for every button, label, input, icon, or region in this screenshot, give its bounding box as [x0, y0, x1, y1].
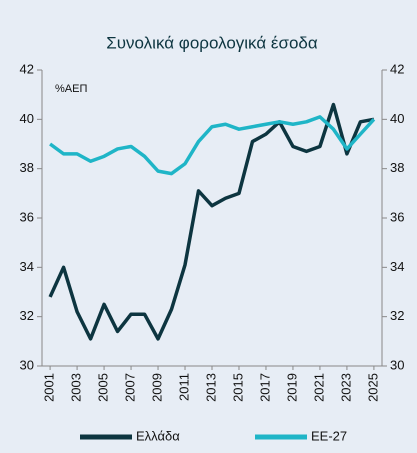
series-line	[48, 102, 375, 341]
y2-tick-label: 34	[390, 259, 404, 274]
x-tick-label: 2003	[69, 373, 84, 402]
y-tick-label: 40	[20, 111, 34, 126]
x-tick-label: 2011	[176, 373, 191, 401]
y-tick-label: 32	[20, 308, 34, 323]
y2-tick-label: 30	[390, 357, 404, 372]
x-tick-label: 2021	[311, 373, 326, 402]
y-tick-label: 38	[20, 160, 34, 175]
x-tick-label: 2025	[365, 373, 380, 402]
series-line	[49, 115, 376, 176]
y-tick-label: 42	[20, 61, 34, 76]
y2-tick-label: 38	[390, 160, 404, 175]
x-tick-label: 2013	[203, 373, 218, 402]
y2-tick-label: 32	[390, 308, 404, 323]
y2-tick-label: 40	[390, 111, 404, 126]
x-tick-label: 2009	[149, 373, 164, 402]
y2-tick-label: 42	[390, 61, 404, 76]
x-tick-label: 2005	[96, 373, 111, 402]
x-tick-label: 2015	[230, 373, 245, 402]
y-tick-label: 30	[20, 357, 34, 372]
legend-label: Ελλάδα	[136, 428, 180, 443]
chart-title: Συνολικά φορολογικά έσοδα	[106, 33, 318, 52]
x-tick-label: 2001	[42, 373, 57, 402]
x-tick-label: 2023	[338, 373, 353, 402]
y2-tick-label: 36	[390, 209, 404, 224]
annotation: %ΑΕΠ	[55, 83, 87, 95]
y-tick-label: 36	[20, 209, 34, 224]
y-tick-label: 34	[20, 259, 34, 274]
x-tick-label: 2019	[284, 373, 299, 402]
x-tick-label: 2007	[122, 373, 137, 402]
legend-label: ΕΕ-27	[311, 428, 347, 443]
x-tick-label: 2017	[257, 373, 272, 402]
